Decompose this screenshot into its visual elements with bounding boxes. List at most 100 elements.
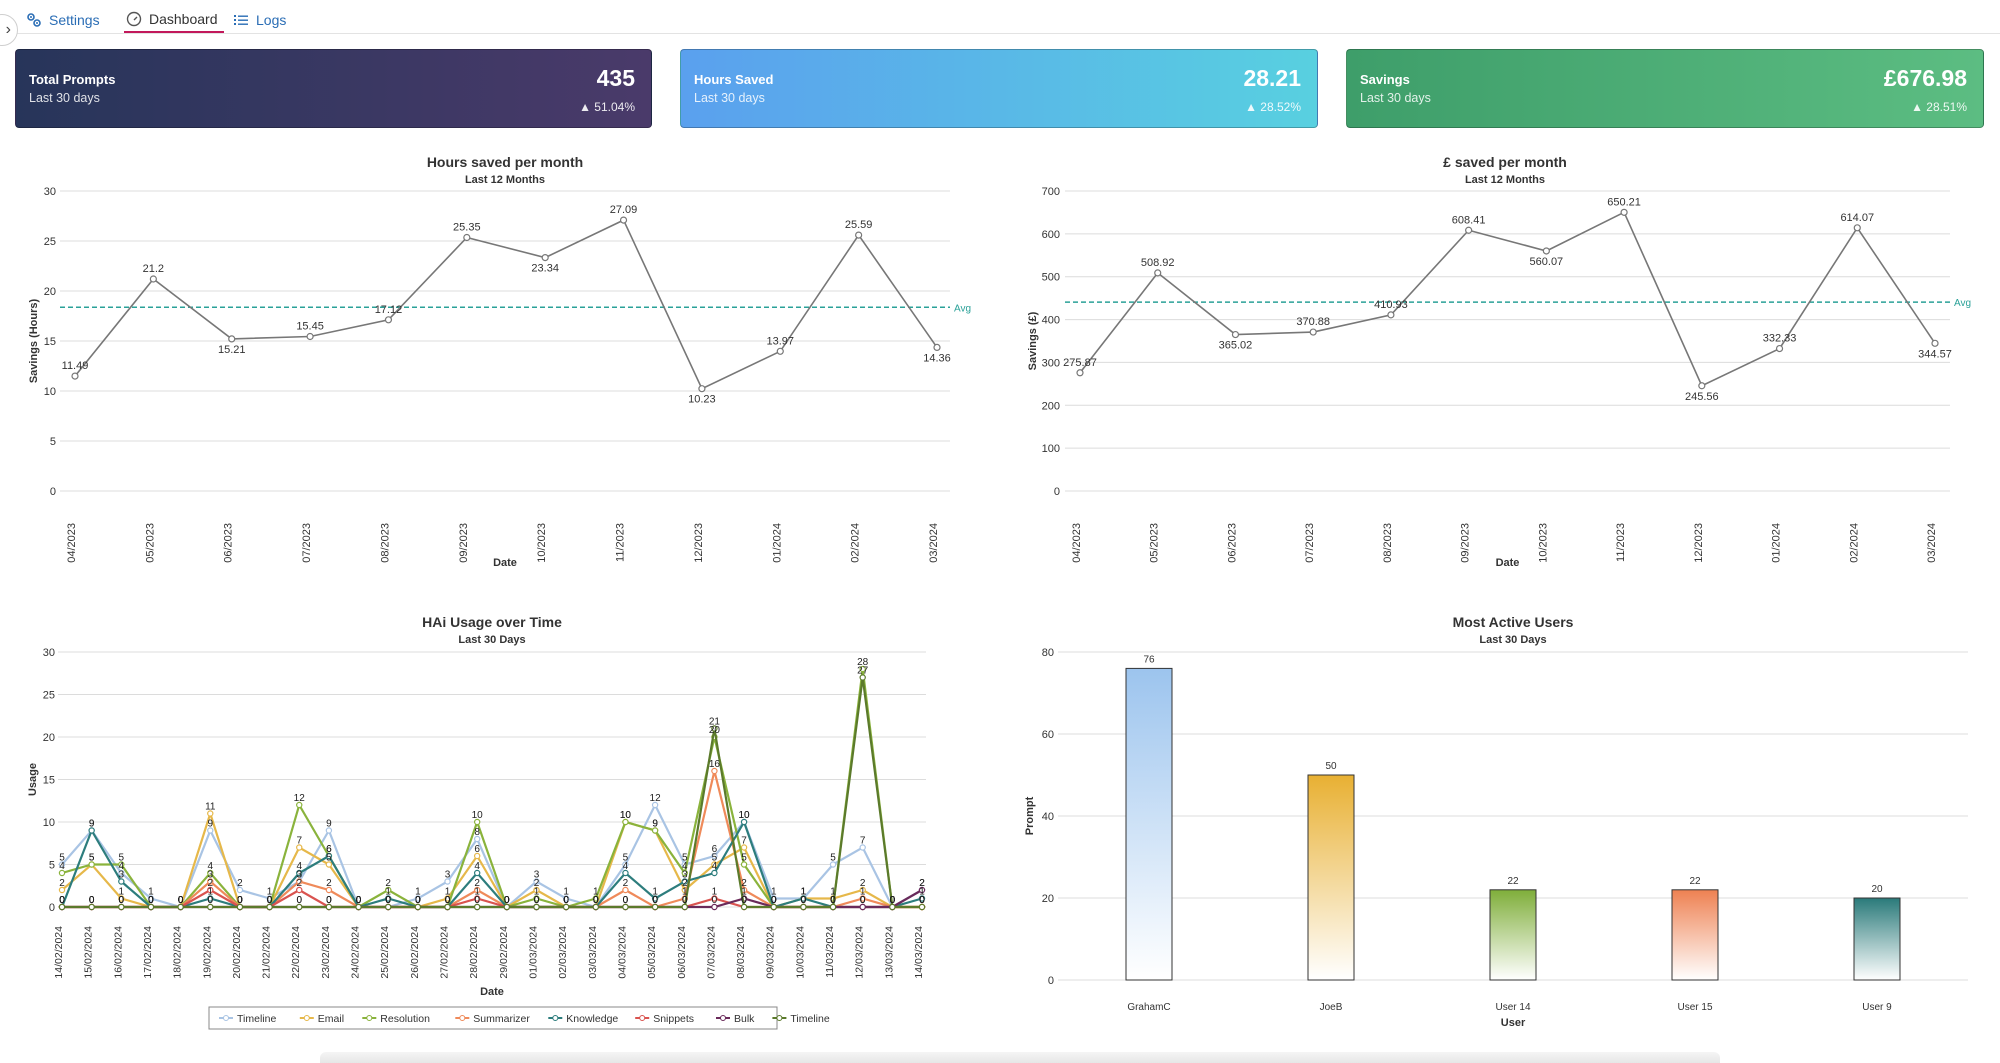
x-tick-label: 05/2023 — [1149, 523, 1161, 563]
bar — [1125, 667, 1173, 981]
x-tick-label: 12/2023 — [1693, 523, 1705, 563]
data-label: 0 — [59, 895, 65, 906]
tab-settings[interactable]: Settings — [26, 7, 100, 33]
data-point — [463, 233, 471, 242]
data-point — [1387, 311, 1395, 319]
x-tick-label: 12/2023 — [693, 523, 705, 563]
data-label: 0 — [830, 895, 836, 906]
data-point — [1931, 339, 1939, 347]
average-label: Avg — [954, 303, 971, 314]
data-point — [800, 903, 807, 911]
y-tick-label: 5 — [50, 436, 56, 448]
x-tick-label: 16/02/2024 — [112, 926, 124, 979]
data-label: 370.88 — [1296, 316, 1330, 328]
data-label: 0 — [890, 895, 896, 906]
data-point — [1076, 369, 1084, 377]
data-label: 0 — [890, 895, 896, 906]
x-tick-label: 02/2024 — [850, 523, 862, 563]
data-point — [681, 903, 688, 911]
data-label: 0 — [415, 895, 421, 906]
data-label: 0 — [445, 895, 451, 906]
chart-legend: Timeline Email Resolution Summarizer Knowled… — [208, 1006, 830, 1030]
data-label: 508.92 — [1141, 257, 1175, 269]
y-tick-label: 30 — [43, 647, 55, 659]
data-point — [859, 895, 866, 902]
data-label: 0 — [504, 895, 510, 906]
x-tick-label: 21/02/2024 — [261, 926, 273, 979]
card-subtitle: Last 30 days — [1360, 91, 1431, 105]
data-point — [296, 844, 303, 851]
data-label: 1 — [148, 887, 154, 898]
data-point — [1154, 269, 1162, 277]
data-label: 4 — [682, 861, 688, 872]
legend-marker — [720, 1015, 726, 1021]
data-point — [1231, 330, 1240, 339]
x-tick-label: 03/03/2024 — [587, 926, 599, 979]
y-tick-label: 500 — [1042, 272, 1060, 284]
series-line — [61, 802, 923, 909]
y-tick-label: 30 — [44, 186, 56, 198]
data-point — [58, 903, 66, 911]
data-label: 0 — [445, 895, 451, 906]
data-label: 1 — [415, 887, 421, 898]
data-point — [889, 903, 896, 911]
data-label: 0 — [771, 895, 777, 906]
data-label: 0 — [356, 895, 362, 906]
data-label: 0 — [178, 895, 184, 906]
card-title: Hours Saved — [694, 72, 774, 87]
data-label: 0 — [89, 895, 95, 906]
data-label: 7 — [741, 836, 747, 847]
data-label: 332.33 — [1763, 333, 1797, 345]
x-tick-label: 08/03/2024 — [735, 926, 747, 979]
gauge-icon — [126, 11, 142, 27]
data-point — [1465, 226, 1473, 234]
data-label: 5 — [830, 853, 836, 864]
data-label: 0 — [652, 895, 658, 906]
data-point — [533, 895, 540, 902]
x-tick-label: 19/02/2024 — [201, 926, 213, 979]
data-label: 2 — [385, 878, 391, 889]
x-tick-label: 06/2023 — [1226, 523, 1238, 563]
data-label: 8 — [474, 827, 480, 838]
data-point — [444, 903, 451, 911]
data-label: 9 — [89, 819, 95, 830]
data-label: 1 — [860, 887, 866, 898]
data-point — [296, 878, 303, 885]
data-point — [562, 895, 570, 902]
hours-saved-chart: Hours saved per month Last 12 Months 0 5 10 1… — [28, 154, 971, 569]
data-point — [88, 903, 95, 911]
data-point — [177, 903, 184, 911]
data-point — [473, 869, 481, 877]
data-label: 1 — [682, 887, 688, 898]
data-label: 1 — [593, 887, 599, 898]
data-point — [711, 903, 718, 911]
x-axis-label: Date — [480, 986, 504, 998]
data-point — [207, 869, 214, 877]
data-label: 25.35 — [453, 222, 481, 234]
chart-subtitle: Last 12 Months — [1465, 174, 1545, 186]
data-point — [325, 903, 333, 911]
tab-dashboard-label: Dashboard — [149, 11, 218, 27]
data-point — [698, 385, 706, 393]
data-point — [147, 903, 155, 911]
tab-logs[interactable]: Logs — [233, 7, 286, 33]
chart-title: Hours saved per month — [427, 154, 583, 170]
x-tick-label: 09/2023 — [458, 523, 470, 563]
tab-dashboard[interactable]: Dashboard — [124, 7, 224, 33]
sidebar-toggle-button[interactable]: › — [0, 14, 18, 46]
data-label: 650.21 — [1607, 196, 1641, 208]
y-tick-label: 400 — [1042, 315, 1060, 327]
data-point — [711, 895, 718, 902]
data-point — [414, 895, 422, 902]
data-label: 0 — [178, 895, 184, 906]
data-label: 0 — [356, 895, 362, 906]
legend-marker — [552, 1015, 559, 1021]
x-tick-label: 11/03/2024 — [824, 926, 836, 978]
data-point — [533, 878, 540, 885]
x-tick-label: GrahamC — [1127, 1002, 1170, 1013]
legend-label: Timeline — [237, 1013, 276, 1025]
bar-value-label: 76 — [1143, 654, 1155, 665]
data-point — [740, 818, 748, 826]
data-label: 3 — [296, 870, 302, 881]
card-subtitle: Last 30 days — [694, 91, 765, 105]
